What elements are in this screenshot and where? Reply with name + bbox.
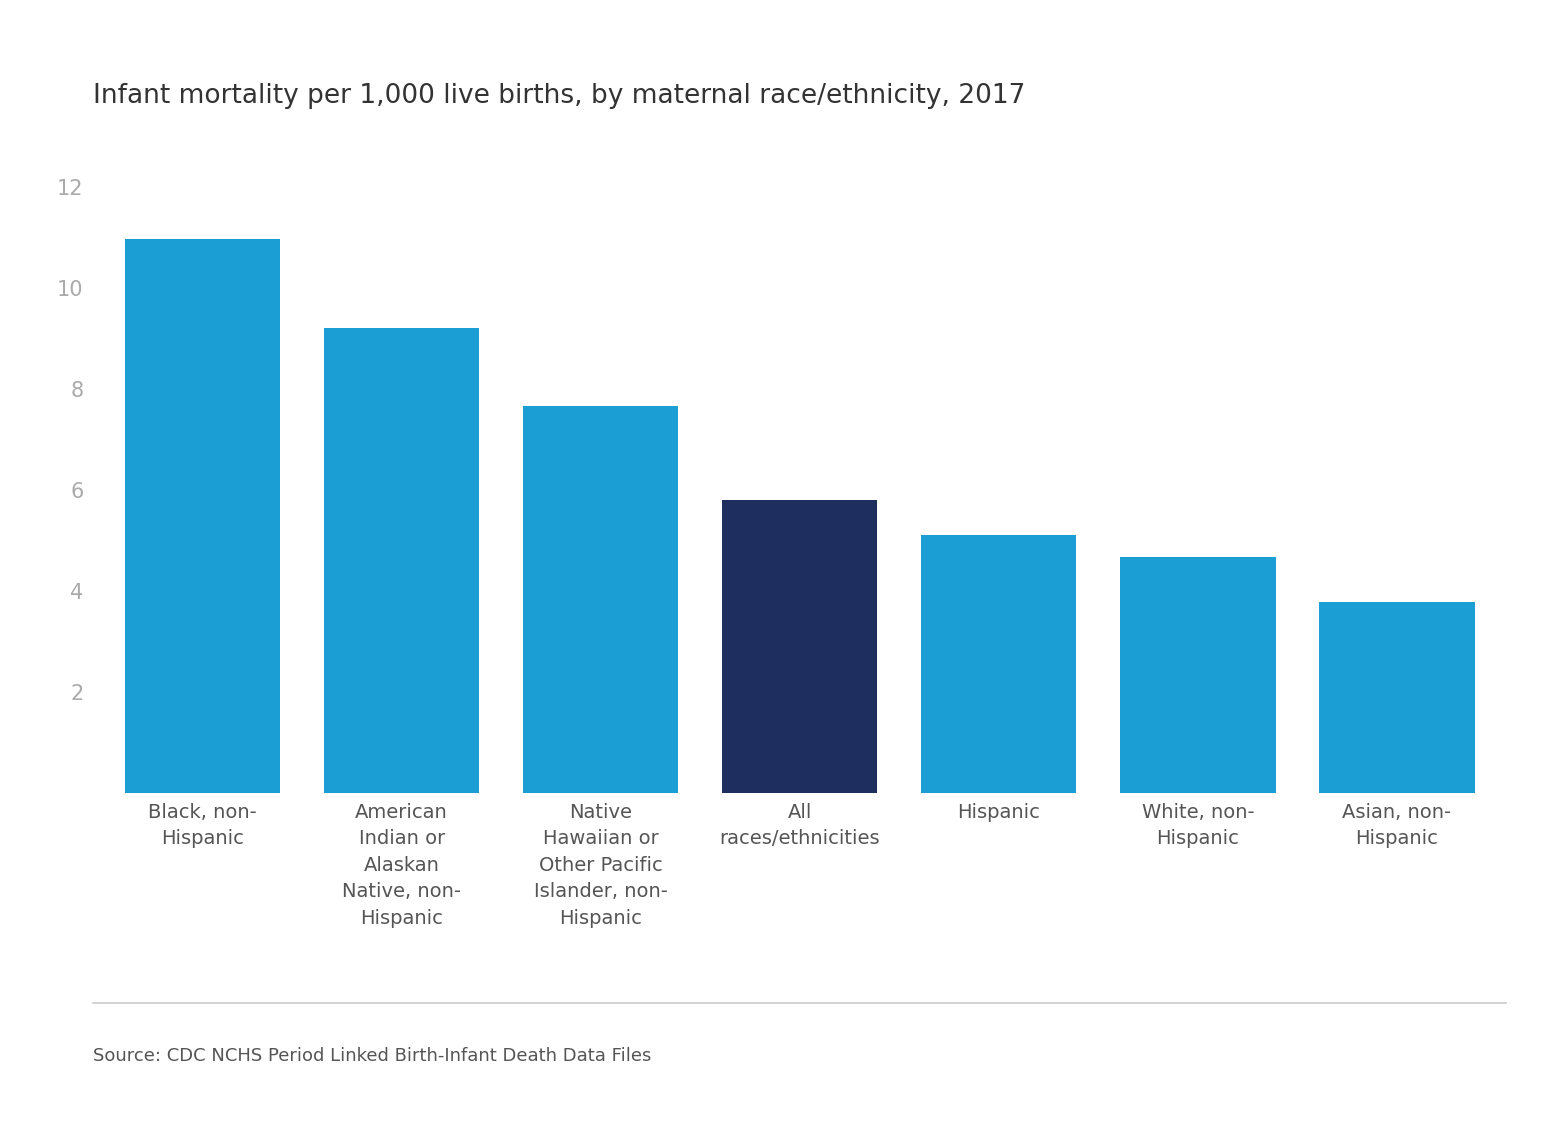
Bar: [1120, 557, 1275, 793]
Text: Infant mortality per 1,000 live births, by maternal race/ethnicity, 2017: Infant mortality per 1,000 live births, …: [93, 83, 1025, 109]
Bar: [523, 407, 679, 793]
Bar: [325, 327, 480, 793]
Bar: [722, 501, 877, 793]
Bar: [921, 535, 1076, 793]
Bar: [126, 239, 280, 793]
Bar: [1320, 602, 1474, 793]
Text: Source: CDC NCHS Period Linked Birth-Infant Death Data Files: Source: CDC NCHS Period Linked Birth-Inf…: [93, 1047, 652, 1065]
